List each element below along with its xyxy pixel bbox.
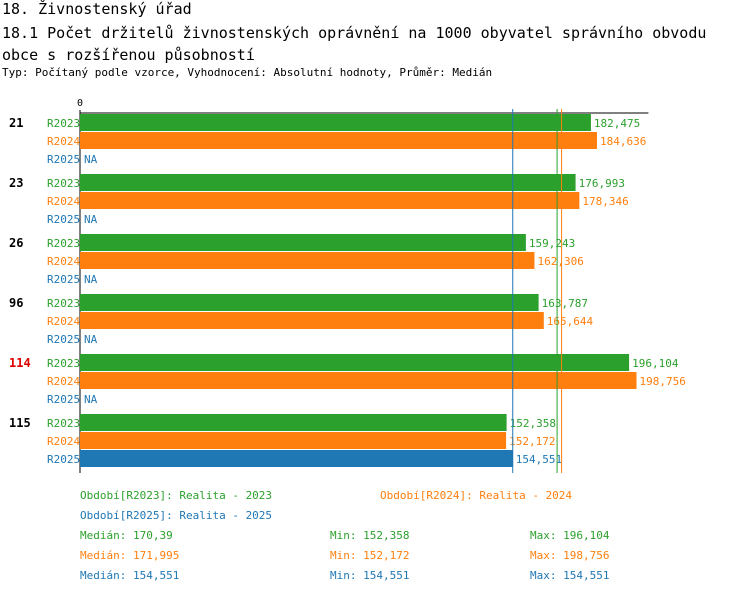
legend-period-r2023: Období[R2023]: Realita - 2023 [80, 489, 273, 502]
value-label-23-R2025: NA [84, 213, 98, 226]
value-label-114-R2024: 198,756 [640, 375, 686, 388]
bar-114-R2023 [80, 354, 630, 371]
bar-26-R2023 [80, 234, 526, 251]
series-label-23-R2024: R2024 [47, 195, 80, 208]
series-label-96-R2024: R2024 [47, 315, 80, 328]
group-label-21: 21 [9, 116, 23, 130]
value-label-114-R2025: NA [84, 393, 98, 406]
value-label-26-R2023: 159,243 [529, 237, 575, 250]
group-label-115: 115 [9, 416, 31, 430]
stat-median-r2025: Medián: 154,551 [80, 569, 180, 582]
bar-115-R2023 [80, 414, 507, 431]
page-title: 18. Živnostenský úřad [2, 0, 192, 18]
series-label-23-R2023: R2023 [47, 177, 80, 190]
series-label-115-R2023: R2023 [47, 417, 80, 430]
series-label-21-R2025: R2025 [47, 153, 80, 166]
value-label-115-R2025: 154,551 [516, 453, 562, 466]
bar-26-R2024 [80, 252, 535, 269]
chart-subtitle: 18.1 Počet držitelů živnostenských opráv… [2, 24, 707, 64]
value-label-21-R2024: 184,636 [600, 135, 646, 148]
series-label-26-R2023: R2023 [47, 237, 80, 250]
series-label-26-R2024: R2024 [47, 255, 80, 268]
bar-96-R2024 [80, 312, 544, 329]
group-label-114: 114 [9, 356, 31, 370]
value-label-23-R2024: 178,346 [582, 195, 628, 208]
bar-21-R2024 [80, 132, 597, 149]
series-label-96-R2023: R2023 [47, 297, 80, 310]
bar-23-R2024 [80, 192, 580, 209]
bar-23-R2023 [80, 174, 576, 191]
series-label-114-R2023: R2023 [47, 357, 80, 370]
series-label-21-R2024: R2024 [47, 135, 80, 148]
stat-max-r2024: Max: 198,756 [530, 549, 610, 562]
stat-max-r2025: Max: 154,551 [530, 569, 610, 582]
value-label-21-R2025: NA [84, 153, 98, 166]
value-label-96-R2025: NA [84, 333, 98, 346]
series-label-96-R2025: R2025 [47, 333, 80, 346]
bar-114-R2024 [80, 372, 637, 389]
group-label-96: 96 [9, 296, 23, 310]
stat-min-r2025: Min: 154,551 [330, 569, 410, 582]
series-label-114-R2025: R2025 [47, 393, 80, 406]
value-label-115-R2023: 152,358 [510, 417, 556, 430]
legend-period-r2024: Období[R2024]: Realita - 2024 [380, 489, 573, 502]
stat-median-r2023: Medián: 170,39 [80, 529, 173, 542]
bar-115-R2025 [80, 450, 513, 467]
series-label-26-R2025: R2025 [47, 273, 80, 286]
value-label-26-R2024: 162,306 [537, 255, 583, 268]
group-label-26: 26 [9, 236, 23, 250]
series-label-21-R2023: R2023 [47, 117, 80, 130]
series-label-114-R2024: R2024 [47, 375, 80, 388]
legend-period-r2025: Období[R2025]: Realita - 2025 [80, 509, 273, 522]
chart-type-line: Typ: Počítaný podle vzorce, Vyhodnocení:… [2, 66, 493, 79]
group-label-23: 23 [9, 176, 23, 190]
value-label-114-R2023: 196,104 [632, 357, 679, 370]
value-label-96-R2024: 165,644 [547, 315, 594, 328]
value-label-115-R2024: 152,172 [509, 435, 555, 448]
value-label-23-R2023: 176,993 [579, 177, 625, 190]
axis-zero-tick-label: 0 [77, 98, 83, 109]
series-label-115-R2025: R2025 [47, 453, 80, 466]
value-label-21-R2023: 182,475 [594, 117, 640, 130]
value-label-96-R2023: 163,787 [542, 297, 588, 310]
series-label-23-R2025: R2025 [47, 213, 80, 226]
bar-chart: 0 21 R2023 182,475 R2024 184,636 R2025 NA 23 R202… [9, 98, 686, 473]
bar-21-R2023 [80, 114, 591, 131]
bar-96-R2023 [80, 294, 539, 311]
stat-min-r2024: Min: 152,172 [330, 549, 410, 562]
stat-min-r2023: Min: 152,358 [330, 529, 410, 542]
value-label-26-R2025: NA [84, 273, 98, 286]
stat-median-r2024: Medián: 171,995 [80, 549, 180, 562]
bar-115-R2024 [80, 432, 507, 449]
series-label-115-R2024: R2024 [47, 435, 80, 448]
stat-max-r2023: Max: 196,104 [530, 529, 610, 542]
